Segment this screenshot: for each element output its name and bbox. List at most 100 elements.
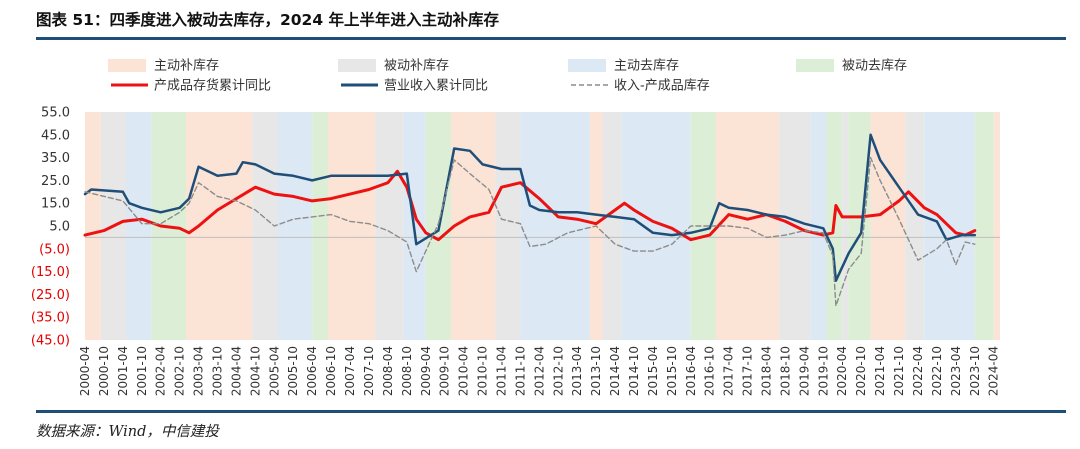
x-tick-label: 2007-10 — [362, 346, 376, 396]
x-tick-label: 2021-10 — [892, 346, 906, 396]
regime-band-passive-destock — [312, 112, 328, 340]
regime-band-active-destock — [520, 112, 590, 340]
x-tick-label: 2003-10 — [211, 346, 225, 396]
y-tick-label: (45.0) — [31, 334, 70, 349]
regime-band-active-destock — [621, 112, 691, 340]
x-tick-label: 2023-04 — [949, 346, 963, 396]
series-line-2 — [83, 133, 977, 282]
x-tick-label: 2006-10 — [324, 346, 338, 396]
legend-label: 收入-产成品库存 — [614, 78, 710, 94]
legend-swatch — [796, 59, 834, 72]
regime-band-active-restock — [993, 112, 1000, 340]
series-line-1 — [83, 169, 977, 242]
x-tick-label: 2010-04 — [457, 346, 471, 396]
regime-band-passive-destock — [974, 112, 994, 340]
regime-band-active-restock — [716, 112, 780, 340]
legend-label: 产成品存货累计同比 — [154, 78, 271, 94]
regime-band-active-restock — [85, 112, 101, 340]
figure-title: 图表 51：四季度进入被动去库存，2024 年上半年进入主动补库存 — [36, 11, 500, 29]
legend-label: 主动去库存 — [614, 58, 679, 74]
y-tick-label: 55.0 — [41, 106, 70, 121]
x-tick-label: 2020-04 — [835, 346, 849, 396]
x-tick-label: 2008-10 — [400, 346, 414, 396]
regime-band-active-restock — [451, 112, 496, 340]
x-tick-label: 2000-04 — [78, 346, 92, 396]
x-tick-label: 2012-04 — [532, 346, 546, 396]
regime-band-passive-restock — [905, 112, 925, 340]
x-tick-label: 2015-10 — [665, 346, 679, 396]
x-tick-label: 2009-04 — [419, 346, 433, 396]
bottom-rule — [36, 410, 1066, 413]
x-tick-label: 2002-10 — [173, 346, 187, 396]
x-tick-label: 2010-10 — [476, 346, 490, 396]
x-tick-label: 2022-10 — [930, 346, 944, 396]
x-tick-label: 2011-04 — [494, 346, 508, 396]
series-lines — [83, 133, 977, 307]
x-tick-label: 2016-10 — [703, 346, 717, 396]
regime-band-passive-restock — [375, 112, 404, 340]
x-tick-label: 2012-10 — [551, 346, 565, 396]
regime-band-passive-restock — [602, 112, 622, 340]
y-tick-label: (25.0) — [31, 288, 70, 303]
regime-band-passive-restock — [495, 112, 521, 340]
regime-band-active-destock — [126, 112, 152, 340]
x-tick-label: 2009-10 — [438, 346, 452, 396]
x-tick-label: 2021-04 — [873, 346, 887, 396]
regime-band-passive-restock — [842, 112, 849, 340]
x-tick-label: 2004-10 — [248, 346, 262, 396]
top-rule — [36, 37, 1066, 40]
legend-swatch — [338, 59, 376, 72]
legend-swatch — [568, 59, 606, 72]
x-tick-label: 2007-04 — [343, 346, 357, 396]
y-tick-label: 5.0 — [49, 220, 70, 235]
series-line-3 — [84, 156, 976, 307]
legend-label: 主动补库存 — [154, 58, 219, 74]
x-tick-label: 2004-04 — [229, 346, 243, 396]
y-tick-label: 15.0 — [41, 197, 70, 212]
x-tick-label: 2018-04 — [760, 346, 774, 396]
y-tick-label: 45.0 — [41, 128, 70, 143]
y-axis: 55.0 45.0 35.0 25.0 15.0 5.0 (5.0) (15.0) (25.0)… — [31, 106, 70, 349]
regime-band-active-restock — [185, 112, 253, 340]
x-tick-label: 2024-04 — [987, 346, 1001, 396]
x-tick-label: 2017-10 — [741, 346, 755, 396]
y-tick-label: 35.0 — [41, 151, 70, 166]
regime-band-active-restock — [327, 112, 376, 340]
x-tick-label: 2014-04 — [608, 346, 622, 396]
x-tick-label: 2014-10 — [627, 346, 641, 396]
x-tick-label: 2013-04 — [570, 346, 584, 396]
x-tick-label: 2001-10 — [135, 346, 149, 396]
y-tick-label: (35.0) — [31, 311, 70, 326]
x-tick-label: 2002-04 — [154, 346, 168, 396]
x-tick-label: 2019-04 — [797, 346, 811, 396]
x-axis: 2000-04 2000-10 2001-04 2001-10 2002-04 2002-… — [78, 346, 1001, 396]
y-tick-label: 25.0 — [41, 174, 70, 189]
x-tick-label: 2023-10 — [968, 346, 982, 396]
x-tick-label: 2017-04 — [722, 346, 736, 396]
x-tick-label: 2005-10 — [286, 346, 300, 396]
regime-band-passive-destock — [848, 112, 871, 340]
x-tick-label: 2018-10 — [778, 346, 792, 396]
y-tick-label: (15.0) — [31, 265, 70, 280]
x-tick-label: 2001-04 — [116, 346, 130, 396]
x-tick-label: 2013-10 — [589, 346, 603, 396]
x-tick-label: 2011-10 — [513, 346, 527, 396]
regime-band-active-destock — [277, 112, 313, 340]
x-tick-label: 2000-10 — [97, 346, 111, 396]
legend-label: 被动补库存 — [384, 58, 449, 74]
x-tick-label: 2005-04 — [267, 346, 281, 396]
x-tick-label: 2016-04 — [684, 346, 698, 396]
legend-label: 营业收入累计同比 — [384, 79, 488, 94]
x-tick-label: 2008-04 — [381, 346, 395, 396]
x-tick-label: 2022-04 — [911, 346, 925, 396]
x-tick-label: 2015-04 — [646, 346, 660, 396]
legend-swatch — [108, 59, 146, 72]
x-tick-label: 2019-10 — [816, 346, 830, 396]
x-tick-label: 2006-04 — [305, 346, 319, 396]
source-note: 数据来源：Wind，中信建投 — [36, 424, 219, 440]
x-tick-label: 2003-04 — [192, 346, 206, 396]
x-tick-label: 2020-10 — [854, 346, 868, 396]
y-tick-label: (5.0) — [39, 242, 70, 257]
